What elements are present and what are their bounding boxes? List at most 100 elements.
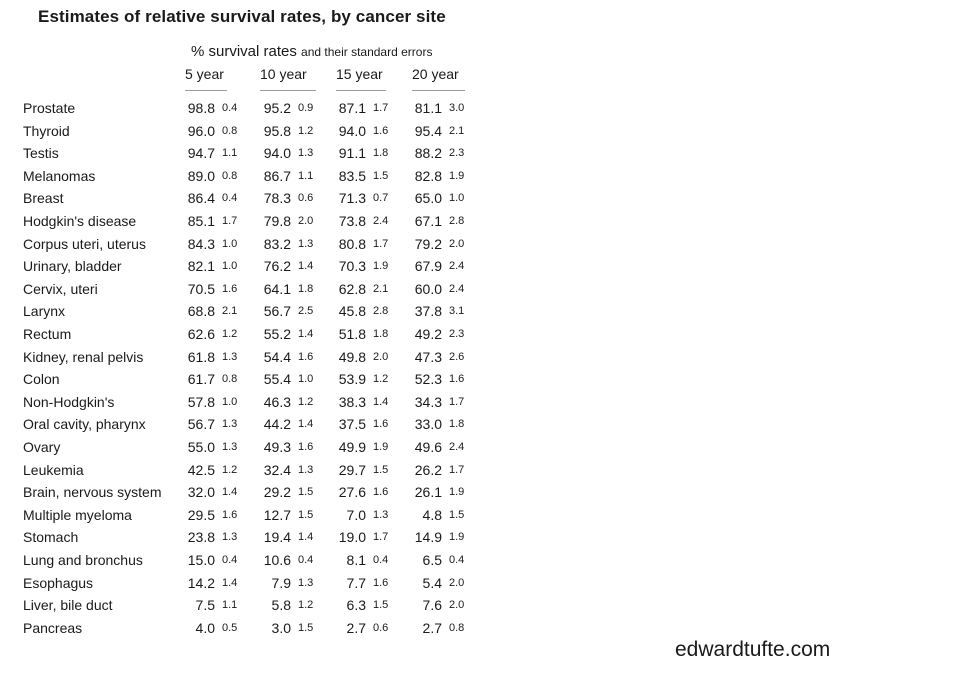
standard-error-cell: 1.0 bbox=[222, 237, 238, 250]
standard-error-cell: 1.6 bbox=[222, 508, 238, 521]
survival-rate-cell: 32.4 bbox=[263, 461, 291, 478]
header-main-label: % survival rates bbox=[191, 43, 297, 60]
standard-error-cell: 1.6 bbox=[449, 373, 465, 386]
cancer-site-label: Urinary, bladder bbox=[23, 258, 122, 275]
survival-rate-cell: 73.8 bbox=[338, 213, 366, 229]
survival-rate-cell: 81.1 bbox=[414, 100, 442, 116]
survival-rate-cell: 70.5 bbox=[187, 280, 215, 297]
table-row: Brain, nervous system 32.0 1.4 29.2 1.5 27.6 1… bbox=[0, 484, 965, 506]
table-row: Oral cavity, pharynx 56.7 1.3 44.2 1.4 37.5 1.… bbox=[0, 416, 965, 438]
survival-rate-cell: 23.8 bbox=[187, 529, 215, 546]
standard-error-cell: 0.4 bbox=[222, 554, 238, 566]
cancer-site-label: Oral cavity, pharynx bbox=[23, 416, 146, 433]
cancer-site-label: Multiple myeloma bbox=[23, 506, 132, 523]
standard-error-cell: 2.0 bbox=[449, 237, 465, 250]
cancer-site-label: Larynx bbox=[23, 303, 66, 320]
survival-rate-cell: 94.0 bbox=[338, 122, 366, 139]
standard-error-cell: 0.4 bbox=[298, 554, 314, 566]
standard-error-cell: 1.3 bbox=[222, 350, 238, 363]
standard-error-cell: 1.4 bbox=[298, 260, 314, 273]
survival-rate-cell: 78.3 bbox=[263, 190, 291, 207]
cancer-site-label: Esophagus bbox=[23, 574, 94, 591]
standard-error-cell: 1.1 bbox=[222, 147, 238, 160]
standard-error-cell: 2.3 bbox=[449, 147, 465, 160]
table-row: Kidney, renal pelvis 61.8 1.3 54.4 1.6 49.8 2.… bbox=[0, 349, 965, 371]
survival-rate-cell: 3.0 bbox=[271, 619, 291, 636]
standard-error-cell: 1.5 bbox=[373, 169, 389, 182]
survival-rate-cell: 79.8 bbox=[263, 213, 291, 229]
standard-error-cell: 1.4 bbox=[298, 328, 314, 340]
survival-rate-cell: 34.3 bbox=[414, 393, 442, 410]
survival-rate-cell: 71.3 bbox=[338, 190, 366, 207]
survival-rate-cell: 19.0 bbox=[338, 529, 366, 546]
cancer-site-label: Brain, nervous system bbox=[23, 484, 162, 501]
standard-error-cell: 1.6 bbox=[298, 441, 314, 453]
survival-rate-cell: 62.6 bbox=[187, 326, 215, 342]
survival-rate-cell: 14.2 bbox=[187, 574, 215, 591]
survival-rate-cell: 88.2 bbox=[414, 145, 442, 162]
standard-error-cell: 1.6 bbox=[373, 418, 389, 431]
standard-error-cell: 2.1 bbox=[449, 124, 465, 137]
table-row: Non-Hodgkin's 57.8 1.0 46.3 1.2 38.3 1.4 34.3 1.… bbox=[0, 394, 965, 416]
survival-rate-cell: 94.7 bbox=[187, 145, 215, 162]
standard-error-cell: 1.3 bbox=[298, 463, 314, 476]
survival-rate-cell: 95.2 bbox=[263, 100, 291, 116]
standard-error-cell: 1.6 bbox=[373, 486, 389, 499]
column-header: 15 year bbox=[336, 66, 386, 91]
survival-rate-cell: 7.7 bbox=[346, 574, 366, 591]
survival-rate-cell: 94.0 bbox=[263, 145, 291, 162]
table-row: Breast 86.4 0.4 78.3 0.6 71.3 0.7 65.0 1.0 bbox=[0, 190, 965, 212]
survival-rate-cell: 2.7 bbox=[422, 619, 442, 636]
standard-error-cell: 1.6 bbox=[222, 282, 238, 295]
table-row: Ovary 55.0 1.3 49.3 1.6 49.9 1.9 49.6 2.4 bbox=[0, 439, 965, 461]
survival-rate-cell: 67.9 bbox=[414, 258, 442, 275]
survival-rate-cell: 19.4 bbox=[263, 529, 291, 546]
standard-error-cell: 2.4 bbox=[373, 215, 389, 227]
standard-error-cell: 1.6 bbox=[373, 124, 389, 137]
header-sub-label: and their standard errors bbox=[301, 45, 433, 59]
survival-rate-cell: 54.4 bbox=[263, 348, 291, 365]
standard-error-cell: 2.1 bbox=[222, 305, 238, 318]
table-row: Melanomas 89.0 0.8 86.7 1.1 83.5 1.5 82.8 1.9 bbox=[0, 168, 965, 190]
survival-rate-cell: 55.0 bbox=[187, 439, 215, 455]
standard-error-cell: 1.5 bbox=[298, 508, 314, 521]
standard-error-cell: 3.1 bbox=[449, 305, 465, 318]
standard-error-cell: 1.1 bbox=[298, 169, 314, 182]
survival-rate-cell: 65.0 bbox=[414, 190, 442, 207]
table-row: Lung and bronchus 15.0 0.4 10.6 0.4 8.1 0.4 6.5… bbox=[0, 552, 965, 574]
standard-error-cell: 0.6 bbox=[373, 621, 389, 634]
table-row: Cervix, uteri 70.5 1.6 64.1 1.8 62.8 2.1 60.0 2.… bbox=[0, 281, 965, 303]
standard-error-cell: 1.9 bbox=[373, 441, 389, 453]
survival-rate-cell: 29.7 bbox=[338, 461, 366, 478]
standard-error-cell: 1.4 bbox=[222, 486, 238, 499]
table-row: Colon 61.7 0.8 55.4 1.0 53.9 1.2 52.3 1.6 bbox=[0, 371, 965, 393]
cancer-site-label: Colon bbox=[23, 371, 60, 388]
survival-rate-cell: 79.2 bbox=[414, 235, 442, 252]
table-row: Rectum 62.6 1.2 55.2 1.4 51.8 1.8 49.2 2.3 bbox=[0, 326, 965, 348]
cancer-site-label: Liver, bile duct bbox=[23, 597, 113, 614]
standard-error-cell: 1.4 bbox=[298, 531, 314, 544]
standard-error-cell: 2.6 bbox=[449, 350, 465, 363]
survival-rate-cell: 26.1 bbox=[414, 484, 442, 501]
standard-error-cell: 2.4 bbox=[449, 260, 465, 273]
survival-rate-cell: 95.8 bbox=[263, 122, 291, 139]
survival-rate-cell: 61.7 bbox=[187, 371, 215, 388]
standard-error-cell: 0.4 bbox=[222, 192, 238, 205]
survival-rate-cell: 49.9 bbox=[338, 439, 366, 455]
standard-error-cell: 2.8 bbox=[449, 215, 465, 227]
standard-error-cell: 0.7 bbox=[373, 192, 389, 205]
survival-rate-cell: 47.3 bbox=[414, 348, 442, 365]
cancer-site-label: Corpus uteri, uterus bbox=[23, 235, 146, 252]
cancer-site-label: Prostate bbox=[23, 100, 76, 116]
table-row: Corpus uteri, uterus 84.3 1.0 83.2 1.3 80.8 1.… bbox=[0, 236, 965, 258]
survival-rate-cell: 84.3 bbox=[187, 235, 215, 252]
survival-rate-cell: 53.9 bbox=[338, 371, 366, 388]
survival-rate-cell: 87.1 bbox=[338, 100, 366, 116]
standard-error-cell: 1.0 bbox=[222, 260, 238, 273]
standard-error-cell: 1.9 bbox=[449, 486, 465, 499]
survival-rate-cell: 56.7 bbox=[187, 416, 215, 433]
standard-error-cell: 2.0 bbox=[373, 350, 389, 363]
standard-error-cell: 2.4 bbox=[449, 441, 465, 453]
standard-error-cell: 1.2 bbox=[222, 463, 238, 476]
cancer-site-label: Ovary bbox=[23, 439, 61, 455]
